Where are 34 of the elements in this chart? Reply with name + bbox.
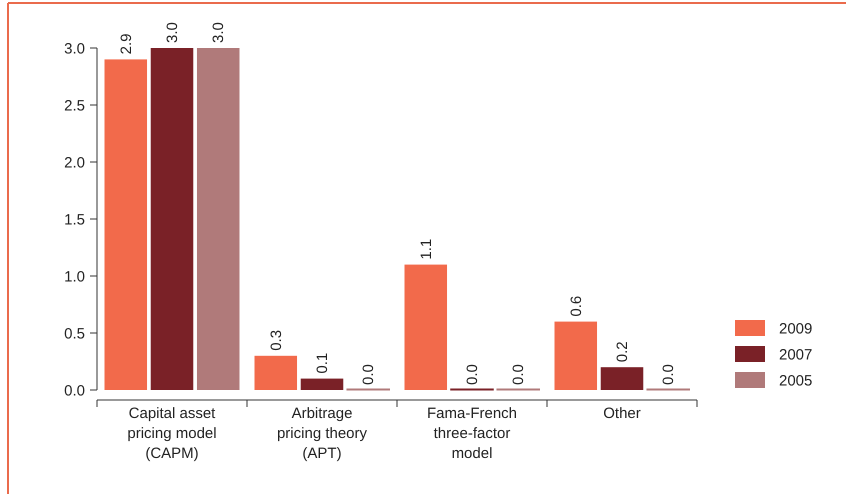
x-tick-label: Other bbox=[603, 405, 641, 422]
bar bbox=[254, 356, 298, 390]
bar bbox=[300, 378, 344, 390]
x-tick-label: Capital asset pricing model (CAPM) bbox=[127, 405, 217, 462]
y-tick-label: 2.5 bbox=[64, 97, 85, 114]
data-label: 0.0 bbox=[464, 364, 481, 385]
data-label: 3.0 bbox=[164, 22, 181, 43]
bar bbox=[150, 48, 194, 390]
bar bbox=[404, 264, 448, 390]
data-label: 0.1 bbox=[314, 352, 331, 374]
data-label: 3.0 bbox=[210, 22, 228, 43]
y-tick-label: 2.0 bbox=[64, 154, 85, 172]
data-label: 0.3 bbox=[268, 330, 285, 351]
legend-label: 2009 bbox=[779, 320, 812, 338]
data-label: 0.0 bbox=[360, 364, 378, 385]
bar bbox=[600, 367, 644, 390]
legend-label: 2007 bbox=[779, 346, 812, 364]
y-tick-label: 1.0 bbox=[64, 268, 85, 286]
x-tick-label: Arbitrage pricing theory (APT) bbox=[276, 405, 368, 462]
y-tick-label: 1.5 bbox=[64, 211, 85, 228]
bar bbox=[104, 59, 148, 390]
data-label: 2.9 bbox=[118, 34, 135, 54]
y-tick-label: 3.0 bbox=[64, 40, 85, 58]
bar bbox=[554, 322, 598, 390]
data-label: 0.0 bbox=[510, 364, 528, 385]
bar bbox=[196, 48, 240, 390]
data-label: 0.6 bbox=[568, 296, 585, 317]
y-tick-label: 0.0 bbox=[64, 382, 85, 400]
data-label: 1.1 bbox=[418, 238, 435, 260]
y-tick-label: 0.5 bbox=[64, 325, 85, 342]
x-tick-label: Fama-French three-factor model bbox=[426, 405, 518, 462]
data-label: 0.0 bbox=[660, 364, 678, 385]
legend-label: 2005 bbox=[779, 372, 812, 390]
data-label: 0.2 bbox=[614, 341, 631, 362]
